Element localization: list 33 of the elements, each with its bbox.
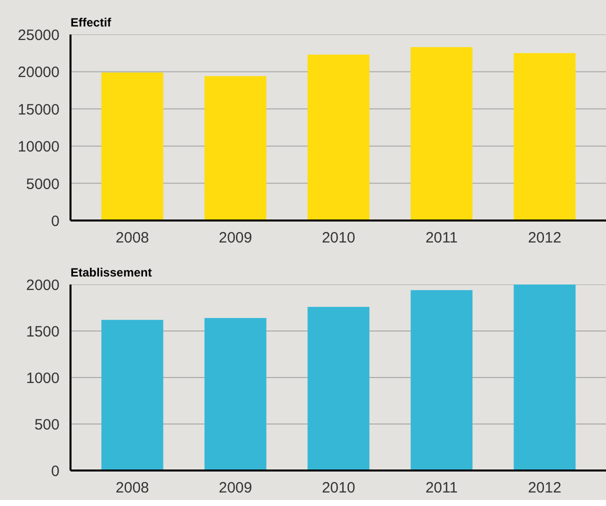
x-tick-label: 2012 [528,480,562,496]
x-tick-label: 2009 [218,480,252,496]
y-tick-label: 1500 [26,324,60,340]
bar [101,320,164,470]
y-tick-label: 0 [51,463,60,480]
y-tick-label: 1000 [26,370,60,387]
x-tick-label: 2010 [322,480,356,496]
y-tick-label: 500 [34,416,60,434]
x-tick-label: 2012 [528,230,562,246]
bar [410,47,472,220]
bar [308,306,370,470]
chart-title: Effectif [70,16,112,30]
bar [204,318,266,470]
y-tick-label: 25000 [18,27,60,44]
bar [410,290,472,470]
y-tick-label: 15000 [18,101,60,118]
x-tick-label: 2011 [425,230,458,246]
bar [101,72,164,220]
chart-title: Etablissement [70,266,152,280]
x-tick-label: 2011 [425,480,458,496]
x-tick-label: 2008 [116,230,150,246]
y-tick-label: 20000 [18,64,60,82]
y-tick-label: 5000 [26,176,60,193]
x-tick-label: 2008 [116,480,150,496]
y-tick-label: 10000 [18,138,60,156]
x-tick-label: 2009 [218,230,252,246]
y-tick-label: 2000 [26,277,60,294]
y-tick-label: 0 [51,213,60,230]
bar [514,53,576,220]
bar [308,54,370,220]
x-tick-label: 2010 [322,230,356,246]
bar [514,284,576,470]
bar [204,76,266,220]
